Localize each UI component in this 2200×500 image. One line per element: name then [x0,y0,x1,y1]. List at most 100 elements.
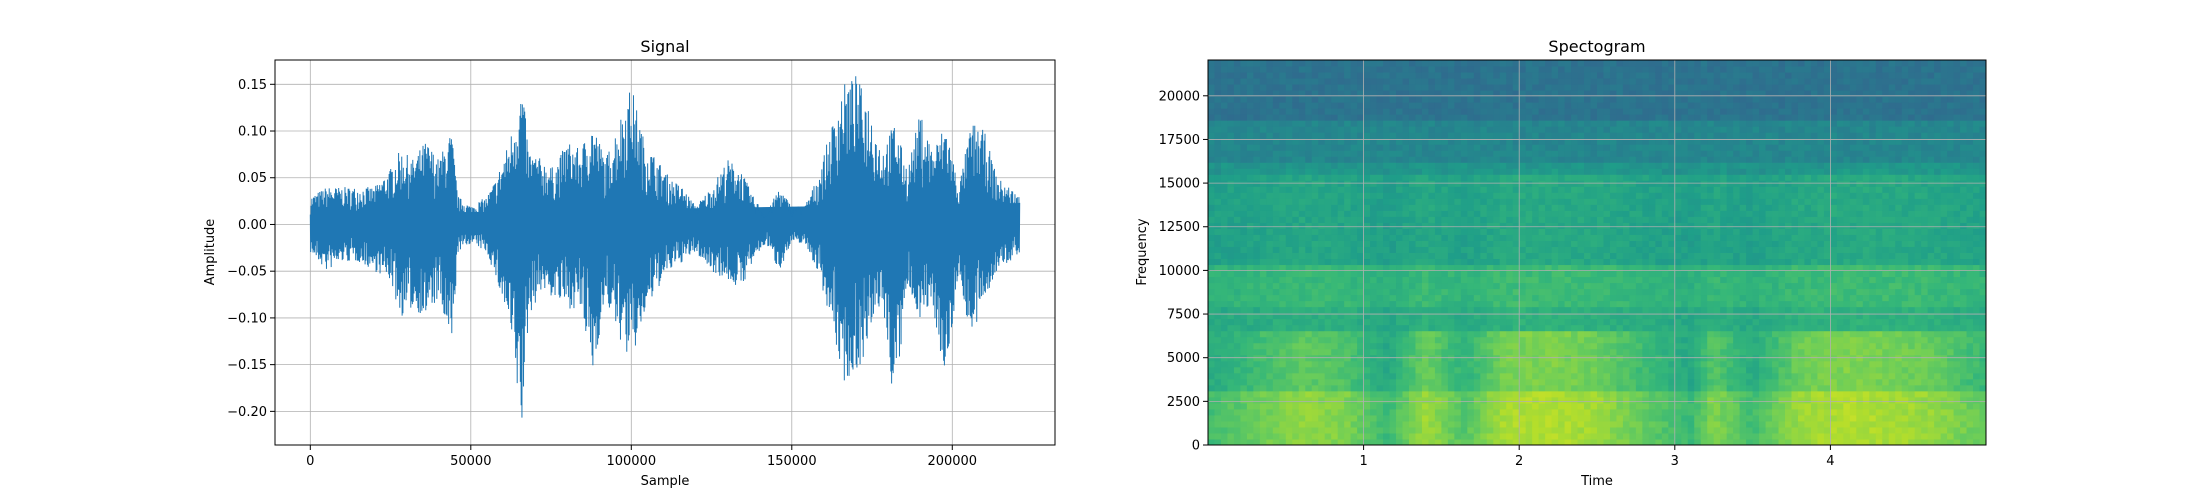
spectrogram-cell [1597,132,1604,139]
spectrogram-cell [1460,288,1468,296]
spectrogram-cell [1584,228,1592,235]
spectrogram-cell [1344,114,1352,121]
spectrogram-cell [1603,252,1611,260]
spectrogram-cell [1558,414,1566,422]
spectrogram-cell [1240,66,1248,73]
spectrogram-cell [1681,192,1689,199]
spectrogram-cell [1259,162,1267,169]
spectrogram-cell [1525,390,1533,398]
spectrogram-cell [1421,348,1429,356]
spectrogram-cell [1622,330,1630,338]
spectrogram-cell [1519,252,1527,260]
spectrogram-cell [1415,414,1423,422]
spectrogram-cell [1227,348,1235,356]
spectrogram-cell [1421,420,1429,428]
spectrogram-cell [1460,108,1468,115]
spectrogram-cell [1694,264,1702,272]
spectrogram-cell [1266,114,1274,121]
spectrogram-cell [1480,168,1488,175]
spectrogram-cell [1499,96,1507,103]
spectrogram-cell [1519,384,1527,392]
spectrogram-cell [1298,258,1306,266]
spectrogram-cell [1467,150,1475,157]
spectrogram-cell [1421,438,1429,445]
spectrogram-cell [1571,264,1579,272]
spectrogram-cell [1421,114,1429,121]
spectrogram-cell [1532,366,1540,374]
spectrogram-cell [1577,294,1585,302]
spectrogram-cell [1486,252,1494,260]
spectrogram-cell [1648,90,1656,97]
spectrogram-cell [1584,318,1592,326]
spectrogram-cell [1454,90,1462,97]
spectrogram-cell [1383,288,1391,296]
spectrogram-cell [1272,336,1280,344]
spectrogram-cell [1220,330,1228,338]
spectrogram-cell [1292,336,1300,344]
spectrogram-cell [1571,432,1579,440]
spectrogram-cell [1629,438,1637,445]
spectrogram-cell [1629,294,1637,302]
spectrogram-cell [1389,402,1397,410]
spectrogram-cell [1208,132,1215,139]
spectrogram-cell [1681,180,1689,187]
spectrogram-cell [1558,60,1566,67]
spectrogram-cell [1376,126,1384,133]
spectrogram-cell [1668,60,1676,67]
spectrogram-cell [1311,432,1319,440]
spectrogram-cell [1532,432,1540,440]
spectrogram-cell [1668,156,1676,163]
spectrogram-cell [1609,360,1617,368]
spectrogram-cell [1545,198,1553,205]
spectrogram-cell [1331,228,1339,235]
spectrogram-cell [1480,78,1488,85]
spectrogram-cell [1434,180,1442,187]
spectrogram-cell [1687,78,1695,85]
spectrogram-cell [1635,168,1643,175]
spectrogram-cell [1363,366,1371,374]
spectrogram-cell [1292,408,1300,416]
spectrogram-cell [1519,438,1527,445]
spectrogram-cell [1486,348,1494,356]
spectrogram-cell [1279,276,1287,284]
spectrogram-cell [1499,138,1507,145]
spectrogram-cell [1240,222,1248,229]
spectrogram-cell [1635,282,1643,290]
spectrogram-cell [1233,96,1241,103]
spectrogram-cell [1616,96,1624,103]
spectrogram-cell [1694,204,1702,211]
spectrogram-cell [1383,330,1391,338]
spectrogram-cell [1687,312,1695,320]
spectrogram-cell [1545,204,1553,211]
spectrogram-cell [1564,204,1572,211]
spectrogram-cell [1473,132,1481,139]
spectrogram-cell [1493,384,1501,392]
spectrogram-cell [1519,360,1527,368]
spectrogram-cell [1629,180,1637,187]
spectrogram-cell [1694,384,1702,392]
spectrogram-cell [1493,438,1501,445]
spectrogram-cell [1208,240,1215,247]
spectrogram-cell [1402,336,1410,344]
spectrogram-cell [1279,168,1287,175]
spectrogram-cell [1558,78,1566,85]
spectrogram-cell [1590,138,1598,145]
spectrogram-cell [1551,390,1559,398]
spectrogram-cell [1512,420,1520,428]
spectrogram-cell [1616,360,1624,368]
spectrogram-cell [1441,228,1449,235]
spectrogram-cell [1512,132,1520,139]
spectrogram-cell [1208,276,1215,284]
spectrogram-cell [1240,228,1248,235]
spectrogram-cell [1694,336,1702,344]
spectrogram-cell [1532,384,1540,392]
spectrogram-cell [1499,426,1507,434]
spectrogram-cell [1545,162,1553,169]
spectrogram-cell [1661,408,1669,416]
spectrogram-cell [1519,240,1527,247]
spectrogram-cell [1337,300,1345,308]
spectrogram-cell [1460,162,1468,169]
spectrogram-cell [1305,108,1313,115]
spectrogram-cell [1584,144,1592,151]
spectrogram-cell [1415,360,1423,368]
